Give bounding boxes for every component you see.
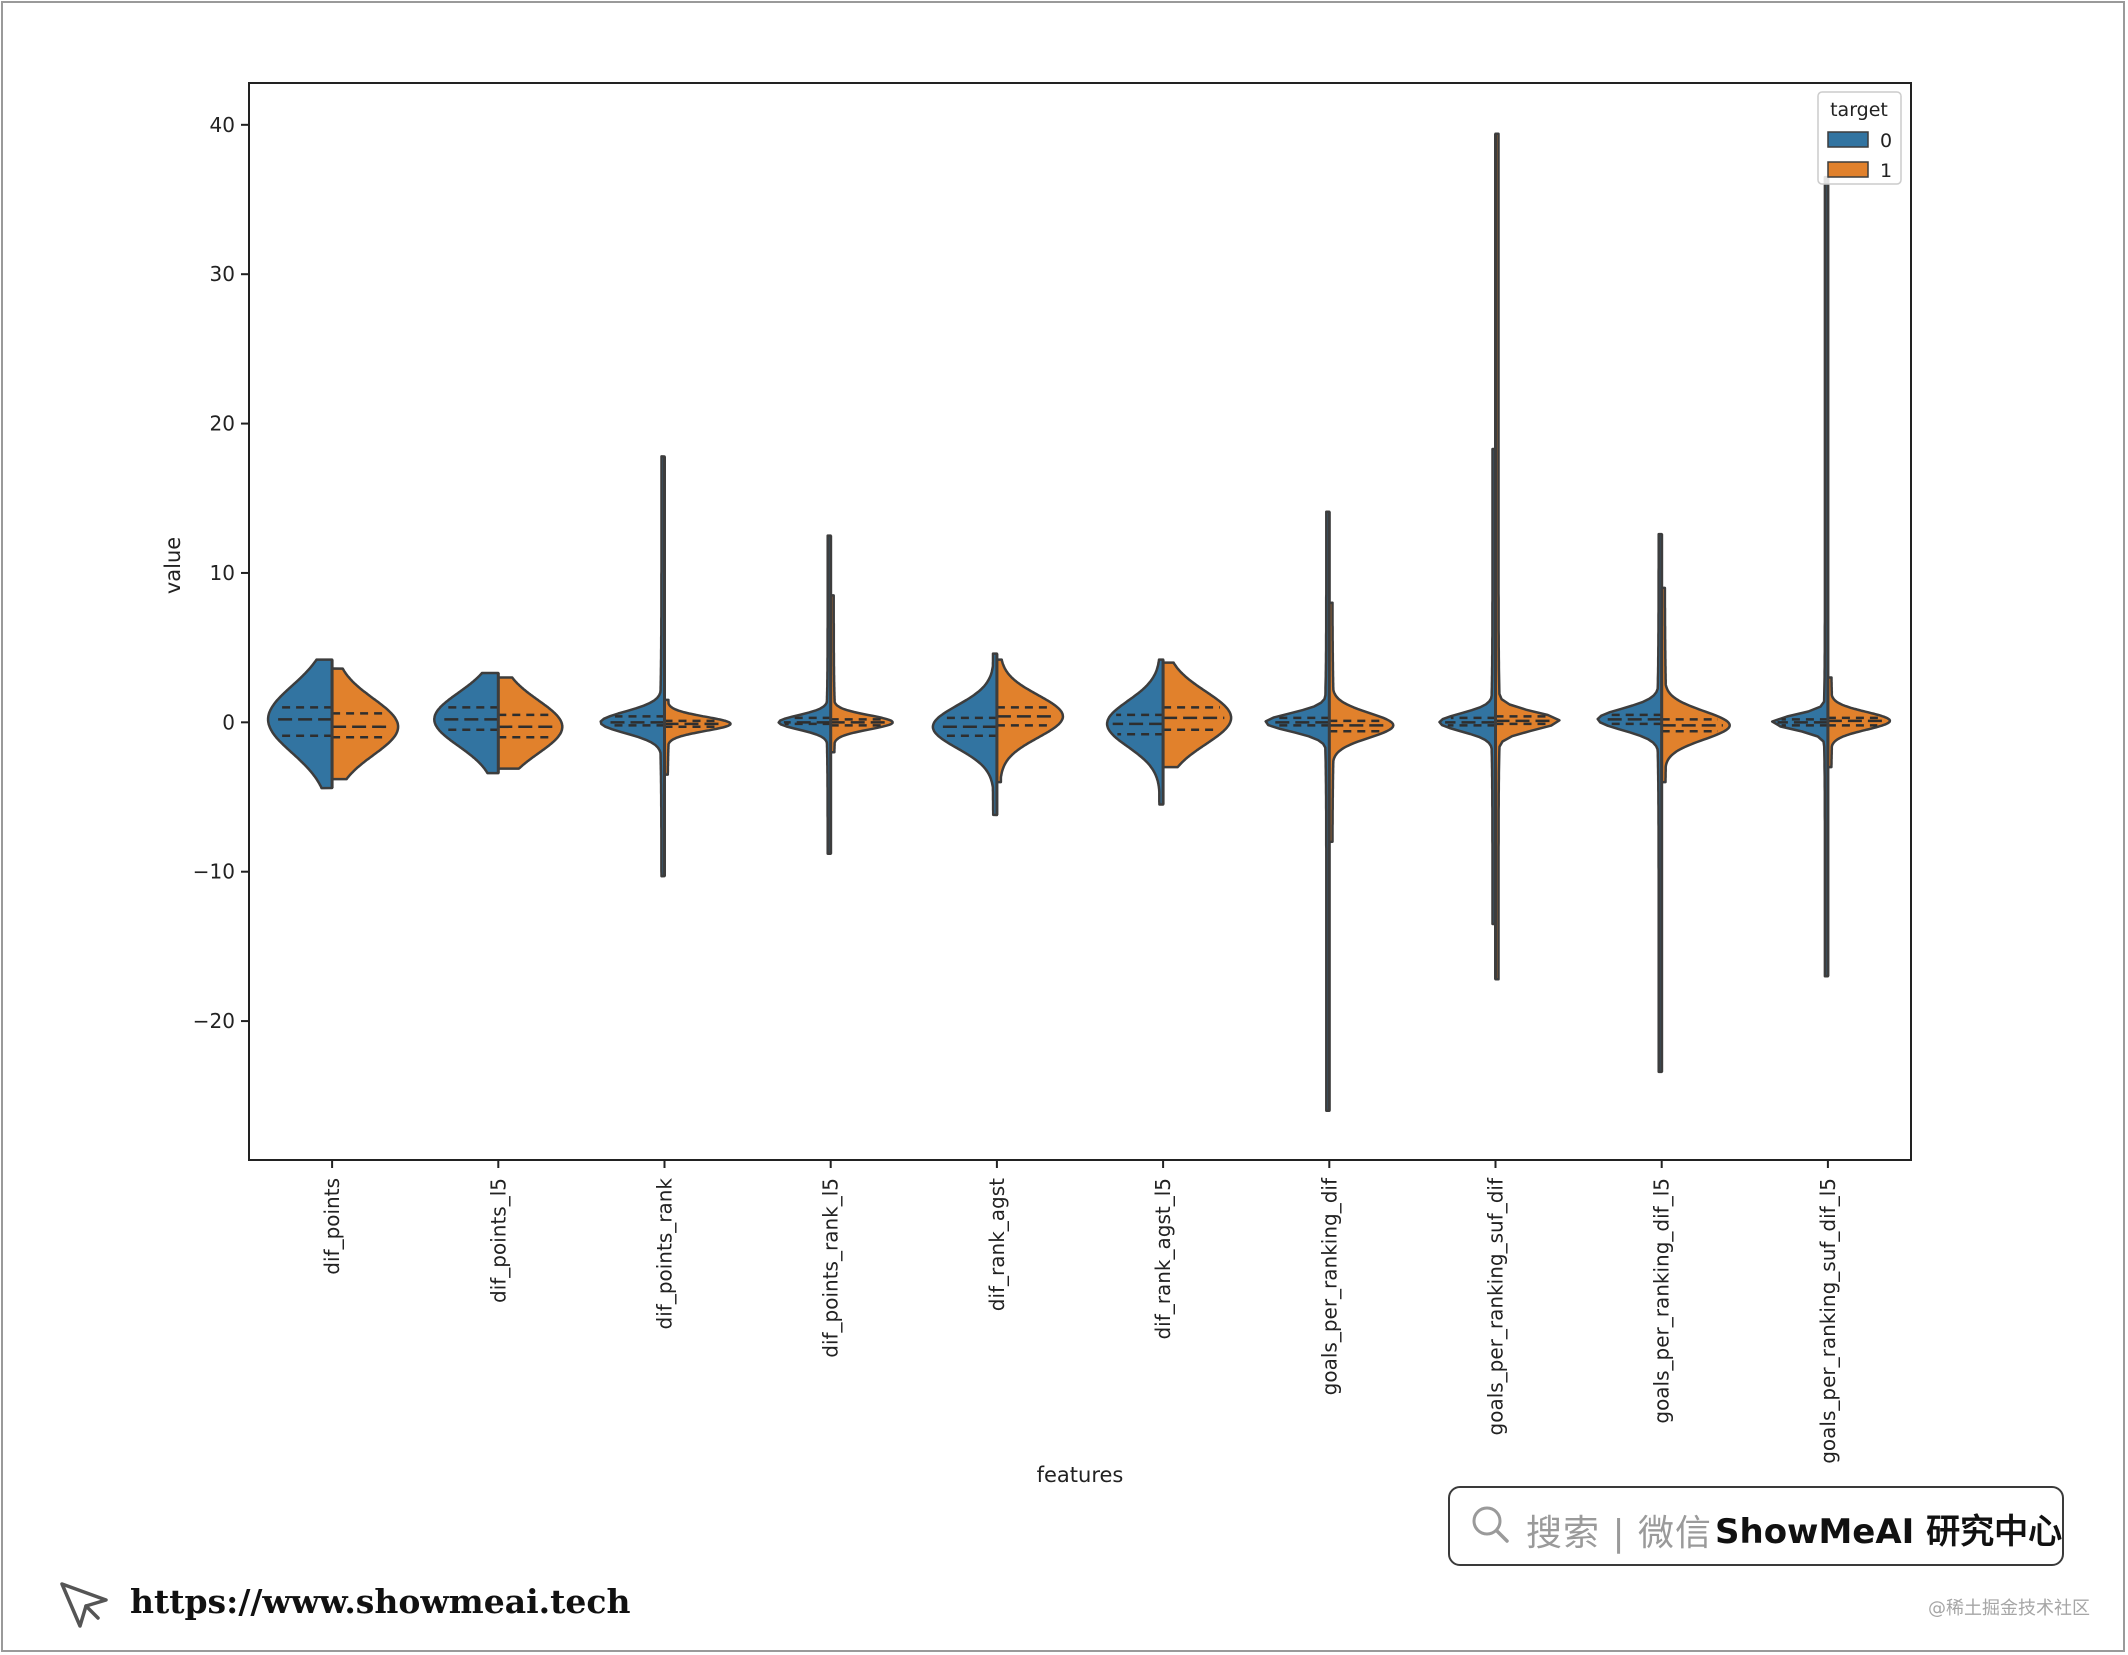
violin-half-target-0 [1264,510,1331,1112]
violin-half-target-0 [266,658,334,790]
violin-half-target-0 [777,534,832,856]
violin-half-target-1 [1494,132,1561,981]
y-tick-label: −10 [193,860,235,884]
x-tick-label: dif_points_rank [653,1178,677,1330]
x-tick-label: goals_per_ranking_dif_l5 [1650,1178,1674,1424]
violin-half-target-0 [1770,175,1830,978]
violin-half-target-1 [497,676,564,770]
x-axis-title: features [1037,1463,1124,1487]
y-tick-label: 0 [222,710,235,734]
x-tick-label: goals_per_ranking_suf_dif [1484,1177,1508,1435]
x-tick-label: goals_per_ranking_suf_dif_l5 [1816,1178,1840,1464]
search-icon [1472,1506,1509,1543]
violin-half-target-1 [1826,676,1892,769]
x-axis: dif_points dif_points_l5 dif_points_rank di… [320,1160,1840,1464]
x-tick-label: dif_rank_agst [985,1178,1009,1311]
violin-half-target-1 [829,594,894,754]
violin-half-target-1 [1161,661,1233,769]
y-axis-title: value [161,537,185,594]
y-tick-label: 30 [210,262,235,286]
watermark: @稀土掘金技术社区 [1928,1598,2090,1619]
legend-label-0: 0 [1880,130,1892,152]
y-tick-label: −20 [193,1009,235,1033]
brand-label: ShowMeAI 研究中心 [1715,1512,2063,1552]
legend-swatch-1 [1827,161,1869,178]
violin-half-target-0 [599,455,666,878]
footer-url[interactable]: https://www.showmeai.tech [130,1582,631,1621]
violin-half-target-0 [433,671,500,775]
violin-half-target-1 [1660,586,1731,784]
violins-group [266,132,1892,1112]
violin-half-target-1 [330,667,400,781]
cursor-icon [60,1582,108,1628]
legend-label-1: 1 [1880,160,1892,182]
x-tick-label: dif_points_l5 [486,1178,510,1303]
search-banner[interactable]: 搜索 | 微信 ShowMeAI 研究中心 [1448,1486,2064,1566]
search-label: 搜索 | 微信 [1526,1513,1713,1554]
violin-half-target-1 [1328,601,1395,844]
violin-half-target-0 [1596,532,1663,1074]
legend-swatch-0 [1827,131,1869,148]
violin-half-target-1 [995,658,1065,784]
y-axis: −20 −10 0 10 20 30 40 [193,113,249,1033]
plot-area [248,82,1912,1161]
x-tick-label: dif_points_rank_l5 [819,1178,843,1358]
x-tick-label: goals_per_ranking_dif [1317,1177,1341,1395]
violin-half-target-0 [1105,658,1165,806]
legend-title: target [1830,99,1888,121]
violin-half-target-1 [663,698,732,776]
legend: target 0 1 [1817,91,1902,185]
x-tick-label: dif_rank_agst_l5 [1151,1178,1175,1340]
y-tick-label: 20 [210,412,235,436]
violin-half-target-0 [1438,447,1497,926]
violin-half-target-0 [931,652,999,817]
x-tick-label: dif_points [320,1178,344,1275]
y-tick-label: 10 [210,561,235,585]
y-tick-label: 40 [210,113,235,137]
